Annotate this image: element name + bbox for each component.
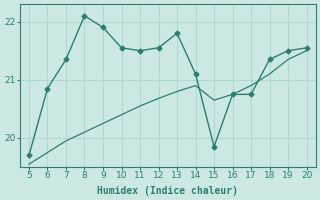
X-axis label: Humidex (Indice chaleur): Humidex (Indice chaleur): [97, 186, 238, 196]
